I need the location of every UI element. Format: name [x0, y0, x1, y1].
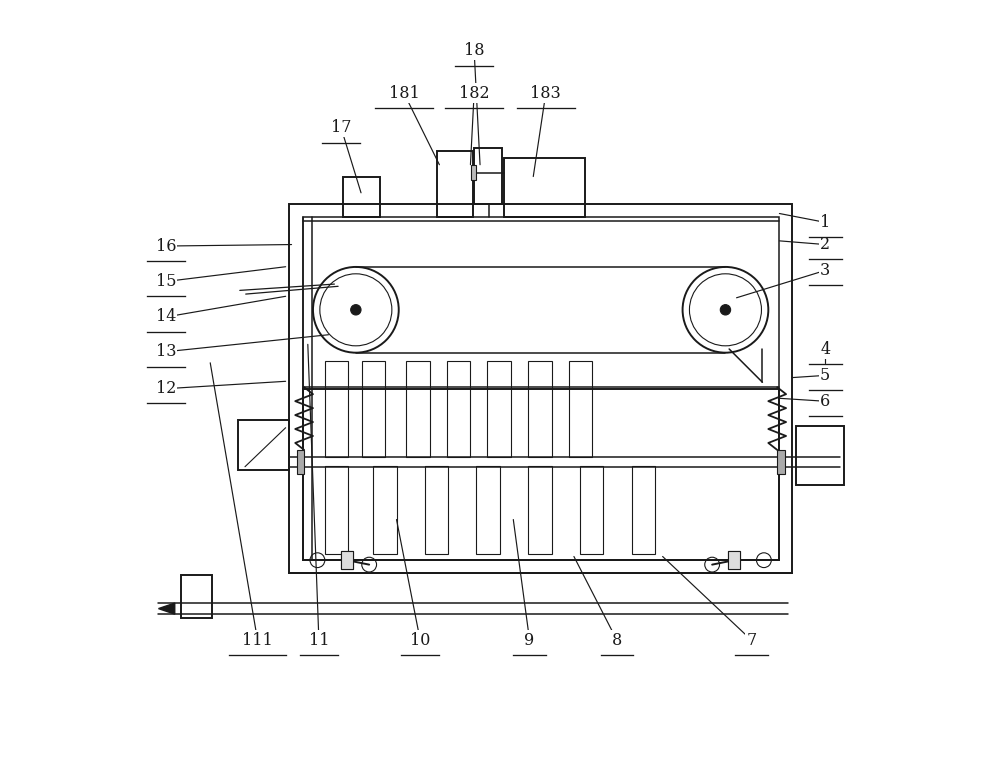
Text: 10: 10 [410, 631, 430, 648]
Text: 8: 8 [612, 631, 622, 648]
Bar [796, 426, 844, 485]
Polygon shape [158, 603, 175, 614]
Bar [777, 450, 785, 474]
Text: 183: 183 [530, 85, 561, 102]
Bar [238, 420, 289, 470]
Bar [325, 361, 348, 457]
Bar [474, 149, 502, 204]
Text: 18: 18 [464, 42, 484, 59]
Text: 12: 12 [156, 380, 176, 397]
Bar [289, 204, 792, 574]
Text: 16: 16 [156, 237, 176, 255]
Bar [341, 551, 353, 569]
Bar [341, 551, 353, 569]
Bar [528, 466, 552, 554]
Text: 182: 182 [459, 85, 489, 102]
Bar [569, 361, 592, 457]
Bar [728, 551, 740, 569]
Text: 4: 4 [820, 341, 830, 358]
Text: 181: 181 [389, 85, 419, 102]
Text: 15: 15 [156, 273, 176, 290]
Bar [343, 176, 380, 217]
Bar [373, 466, 397, 554]
Bar [303, 217, 779, 561]
Bar [476, 466, 500, 554]
Text: 2: 2 [820, 236, 830, 253]
Text: 9: 9 [524, 631, 535, 648]
Text: 6: 6 [820, 393, 830, 410]
Bar [580, 466, 603, 554]
Text: 111: 111 [242, 631, 273, 648]
Text: 1: 1 [820, 214, 830, 231]
Bar [425, 466, 448, 554]
Text: 11: 11 [309, 631, 329, 648]
Circle shape [720, 305, 731, 315]
Bar [362, 361, 385, 457]
Bar [297, 450, 304, 474]
Bar [471, 166, 476, 180]
Bar [487, 361, 511, 457]
Text: 3: 3 [820, 262, 830, 279]
Circle shape [351, 305, 361, 315]
Bar [406, 361, 430, 457]
Bar [303, 389, 779, 561]
Bar [504, 158, 585, 217]
Text: 14: 14 [156, 309, 176, 326]
Text: 7: 7 [746, 631, 756, 648]
Bar [325, 466, 348, 554]
Bar [437, 151, 473, 217]
Text: 5: 5 [820, 367, 830, 384]
Bar [447, 361, 470, 457]
Bar [728, 551, 740, 569]
Text: 13: 13 [156, 343, 176, 360]
Text: 17: 17 [331, 119, 351, 136]
Bar [528, 361, 552, 457]
Bar [632, 466, 655, 554]
Bar [181, 575, 212, 618]
